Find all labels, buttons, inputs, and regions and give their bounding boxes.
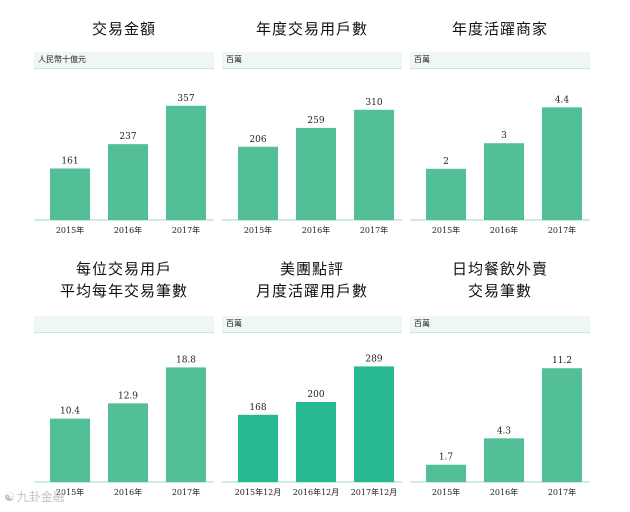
x-tick-label: 2015年 (56, 225, 84, 235)
watermark-logo-icon: ☯ (4, 490, 15, 504)
chart-title: 年度交易用戶數 (255, 20, 368, 38)
x-tick-label: 2016年 (114, 487, 142, 497)
bar (238, 414, 278, 482)
data-label: 11.2 (552, 356, 572, 366)
data-label: 357 (177, 94, 194, 104)
chart-panel-daily-food-delivery-transactions: 日均餐飲外賣 交易筆數 百萬 1.7 2015年 4.3 2016年 11.2 2017年 (410, 250, 590, 512)
x-tick-label: 2016年 (302, 225, 330, 235)
x-tick-label: 2017年 (172, 487, 200, 497)
bar (484, 438, 524, 482)
bar (50, 418, 90, 482)
data-label: 161 (61, 156, 78, 166)
bar (354, 109, 394, 220)
data-label: 168 (249, 403, 266, 413)
chart-title-line-1: 日均餐飲外賣 (451, 260, 548, 278)
unit-band: 百萬 (222, 52, 402, 69)
chart-title-line-1: 每位交易用戶 (75, 260, 172, 278)
chart-title: 年度活躍商家 (451, 20, 548, 38)
bar (50, 168, 90, 220)
x-tick-label: 2015年12月 (235, 487, 282, 497)
chart-panel-monthly-active-users: 美團點評 月度活躍用戶數 百萬 168 2015年12月 200 2016年12月 28… (222, 250, 402, 512)
x-tick-label: 2017年 (360, 225, 388, 235)
x-tick-label: 2015年 (56, 487, 84, 497)
bar (426, 464, 466, 482)
x-tick-label: 2016年 (114, 225, 142, 235)
unit-band: 百萬 (410, 316, 590, 333)
bar-chart: 161 2015年 237 2016年 357 2017年 (34, 94, 214, 235)
data-label: 1.7 (439, 453, 454, 463)
unit-band (34, 316, 214, 333)
bar (354, 366, 394, 482)
data-label: 259 (307, 116, 324, 126)
data-label: 3 (501, 131, 507, 141)
x-tick-label: 2017年 (172, 225, 200, 235)
chart-panel-annual-transacting-users: 年度交易用戶數 百萬 206 2015年 259 2016年 310 2017年 (222, 0, 402, 250)
bar-chart: 10.4 2015年 12.9 2016年 18.8 2017年 (34, 355, 214, 497)
bar-chart: 2 2015年 3 2016年 4.4 2017年 (410, 95, 590, 235)
x-tick-label: 2017年 (548, 225, 576, 235)
data-label: 12.9 (118, 391, 138, 401)
unit-label: 百萬 (414, 319, 430, 328)
bar (108, 403, 148, 482)
data-label: 10.4 (60, 407, 80, 417)
bar (426, 168, 466, 220)
chart-panel-annual-active-merchants: 年度活躍商家 百萬 2 2015年 3 2016年 4.4 2017年 (410, 0, 590, 250)
bar (296, 402, 336, 482)
bar (238, 146, 278, 220)
data-label: 310 (365, 98, 382, 108)
chart-title-line-2: 平均每年交易筆數 (59, 282, 188, 300)
x-tick-label: 2016年 (490, 225, 518, 235)
bar (296, 127, 336, 220)
data-label: 4.3 (497, 426, 512, 436)
chart-panel-transactions-per-user: 每位交易用戶 平均每年交易筆數 10.4 2015年 12.9 2016年 18.8 20… (34, 250, 214, 512)
chart-title: 交易金額 (91, 20, 156, 38)
bar (166, 105, 206, 220)
unit-band: 百萬 (222, 316, 402, 333)
unit-label: 人民幣十億元 (38, 55, 86, 64)
unit-label: 百萬 (414, 55, 430, 64)
unit-label: 百萬 (226, 319, 242, 328)
bar-chart: 168 2015年12月 200 2016年12月 289 2017年12月 (222, 354, 402, 497)
unit-band: 百萬 (410, 52, 590, 69)
watermark: ☯ 九卦金融 (4, 488, 65, 505)
data-label: 289 (365, 354, 382, 364)
x-tick-label: 2015年 (432, 225, 460, 235)
watermark-text: 九卦金融 (16, 490, 65, 504)
bar (166, 367, 206, 482)
x-tick-label: 2016年 (490, 487, 518, 497)
bar-chart: 1.7 2015年 4.3 2016年 11.2 2017年 (410, 356, 590, 497)
chart-title-line-2: 交易筆數 (467, 282, 532, 300)
bar (542, 368, 582, 482)
chart-title-line-1: 美團點評 (279, 260, 344, 278)
data-label: 237 (119, 132, 136, 142)
x-tick-label: 2017年12月 (351, 487, 398, 497)
unit-band: 人民幣十億元 (34, 52, 214, 69)
data-label: 4.4 (555, 95, 570, 105)
data-label: 200 (307, 390, 324, 400)
chart-panel-transaction-volume: 交易金額 人民幣十億元 161 2015年 237 2016年 357 2017年 (34, 0, 214, 250)
x-tick-label: 2015年 (432, 487, 460, 497)
data-label: 18.8 (176, 355, 196, 365)
bar-chart: 206 2015年 259 2016年 310 2017年 (222, 98, 402, 235)
data-label: 206 (249, 135, 266, 145)
x-tick-label: 2017年 (548, 487, 576, 497)
bar (542, 107, 582, 220)
unit-label: 百萬 (226, 55, 242, 64)
bar (484, 143, 524, 220)
bar (108, 144, 148, 220)
chart-title-line-2: 月度活躍用戶數 (255, 282, 368, 300)
x-tick-label: 2015年 (244, 225, 272, 235)
x-tick-label: 2016年12月 (293, 487, 340, 497)
data-label: 2 (443, 157, 449, 167)
